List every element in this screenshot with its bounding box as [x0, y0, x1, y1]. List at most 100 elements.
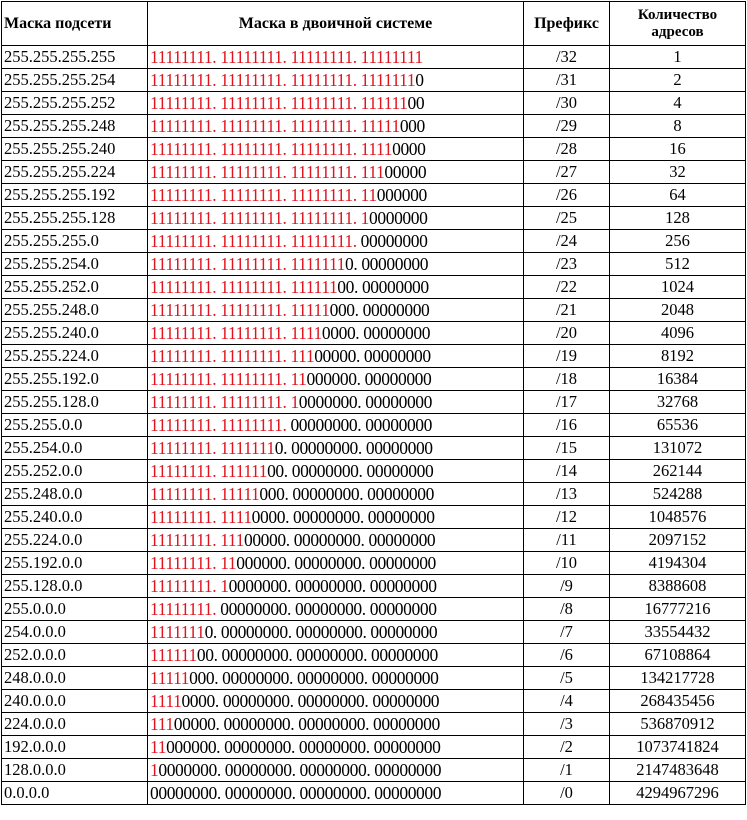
binary-zeros: 0 — [345, 254, 354, 274]
binary-separator: . — [354, 300, 363, 320]
binary-zeros: 0000 — [181, 691, 215, 711]
binary-separator: . — [290, 714, 299, 734]
binary-separator: . — [282, 277, 291, 297]
mask-cell: 255.128.0.0 — [1, 574, 148, 598]
prefix-cell: /23 — [523, 252, 610, 276]
table-row: 224.0.0.0 11100000. 00000000. 00000000. 0… — [1, 712, 746, 736]
binary-separator: . — [212, 231, 221, 251]
binary-zeros: 000000 — [166, 737, 217, 757]
binary-zeros: 00000 — [384, 162, 427, 182]
table-row: 255.255.192.0 11111111. 11111111. 1100000… — [1, 367, 746, 391]
binary-separator: . — [363, 645, 372, 665]
binary-separator: . — [355, 346, 364, 366]
binary-cell: 11111111. 11111111. 11111111. 10000000 — [147, 206, 524, 230]
mask-cell: 255.255.255.248 — [1, 114, 148, 138]
address-count-cell: 32 — [609, 160, 746, 184]
binary-zeros: 00000000 — [296, 645, 364, 665]
binary-ones: 11111111 — [150, 507, 213, 527]
binary-separator: . — [291, 760, 300, 780]
binary-separator: . — [288, 645, 297, 665]
mask-cell: 192.0.0.0 — [1, 735, 148, 759]
binary-zeros: 00000000 — [369, 553, 436, 573]
binary-zeros: 00000000 — [369, 599, 437, 619]
binary-cell: 11111111. 11111111. 11000000. 00000000 — [147, 367, 524, 391]
address-count-cell: 16 — [609, 137, 746, 161]
binary-zeros: 0000000 — [369, 208, 428, 228]
address-count-cell: 8388608 — [609, 574, 746, 598]
prefix-cell: /24 — [523, 229, 610, 253]
address-count-cell: 16384 — [609, 367, 746, 391]
binary-separator: . — [358, 461, 367, 481]
binary-separator: . — [352, 185, 361, 205]
table-row: 255.255.252.0 11111111. 11111111. 1111110… — [1, 275, 746, 299]
mask-cell: 255.240.0.0 — [1, 505, 148, 529]
binary-separator: . — [282, 369, 291, 389]
prefix-cell: /16 — [523, 413, 610, 437]
binary-ones: 111111 — [220, 461, 268, 481]
binary-separator: . — [362, 622, 371, 642]
table-row: 255.255.255.0 11111111. 11111111. 1111111… — [1, 229, 746, 253]
binary-separator: . — [212, 254, 221, 274]
binary-ones: 11111111 — [220, 346, 283, 366]
binary-zeros: 00000000 — [294, 599, 362, 619]
binary-ones: 11111111 — [150, 162, 213, 182]
binary-ones: 11111111 — [150, 576, 213, 596]
binary-cell: 11111111. 11111111. 11111111. 11111100 — [147, 91, 524, 115]
prefix-cell: /18 — [523, 367, 610, 391]
binary-separator: . — [212, 277, 221, 297]
binary-ones: 111 — [220, 530, 244, 550]
header-row: Маска подсети Маска в двоичной системе П… — [1, 1, 746, 46]
binary-zeros: 000 — [329, 300, 355, 320]
table-row: 255.255.128.0 11111111. 11111111. 1000000… — [1, 390, 746, 414]
table-row: 255.224.0.0 11111111. 11100000. 00000000.… — [1, 528, 746, 552]
binary-zeros: 000000 — [236, 553, 287, 573]
address-count-cell: 4294967296 — [609, 781, 746, 805]
address-count-cell: 67108864 — [609, 643, 746, 667]
binary-zeros: 00000000 — [222, 668, 289, 688]
binary-ones: 11111111 — [150, 392, 213, 412]
binary-zeros: 00000 — [173, 714, 216, 734]
binary-zeros: 0 — [204, 622, 214, 642]
binary-separator: . — [212, 438, 221, 458]
binary-cell: 11111111. 11111111. 11111111. 11110000 — [147, 137, 524, 161]
binary-cell: 11100000. 00000000. 00000000. 00000000 — [147, 712, 524, 736]
binary-separator: . — [352, 116, 361, 136]
binary-cell: 11111111. 11110000. 00000000. 00000000 — [147, 505, 524, 529]
binary-cell: 11111111. 11100000. 00000000. 00000000 — [147, 528, 524, 552]
binary-zeros: 00000000 — [150, 783, 217, 803]
binary-ones: 11111111 — [220, 300, 283, 320]
binary-cell: 11111111. 11111100. 00000000. 00000000 — [147, 459, 524, 483]
mask-cell: 224.0.0.0 — [1, 712, 148, 736]
binary-separator: . — [212, 208, 221, 228]
prefix-cell: /26 — [523, 183, 610, 207]
binary-zeros: 00000000 — [372, 691, 440, 711]
binary-separator: . — [352, 162, 361, 182]
binary-separator: . — [212, 530, 221, 550]
mask-cell: 255.0.0.0 — [1, 597, 148, 621]
binary-ones: 11111111 — [290, 139, 353, 159]
binary-separator: . — [283, 438, 292, 458]
binary-zeros: 00000000 — [364, 369, 432, 389]
binary-separator: . — [356, 369, 365, 389]
table-row: 255.255.255.224 11111111. 11111111. 11111… — [1, 160, 746, 184]
table-row: 252.0.0.0 11111100. 00000000. 00000000. 0… — [1, 643, 746, 667]
binary-zeros: 00000000 — [365, 438, 433, 458]
binary-separator: . — [214, 668, 223, 688]
address-count-cell: 4096 — [609, 321, 746, 345]
binary-ones: 111 — [150, 714, 174, 734]
binary-zeros: 00000000 — [296, 668, 364, 688]
mask-cell: 255.255.254.0 — [1, 252, 148, 276]
binary-zeros: 00000000 — [293, 507, 360, 527]
binary-separator: . — [215, 714, 224, 734]
address-count-cell: 131072 — [609, 436, 746, 460]
binary-ones: 11111111 — [220, 369, 283, 389]
address-count-cell: 4194304 — [609, 551, 746, 575]
binary-ones: 11111111 — [150, 346, 213, 366]
binary-ones: 11111111 — [220, 277, 283, 297]
binary-separator: . — [212, 70, 221, 90]
binary-separator: . — [212, 599, 221, 619]
binary-ones: 1111 — [150, 691, 182, 711]
binary-zeros: 000 — [259, 484, 285, 504]
mask-cell: 255.252.0.0 — [1, 459, 148, 483]
table-row: 128.0.0.0 10000000. 00000000. 00000000. 0… — [1, 758, 746, 782]
